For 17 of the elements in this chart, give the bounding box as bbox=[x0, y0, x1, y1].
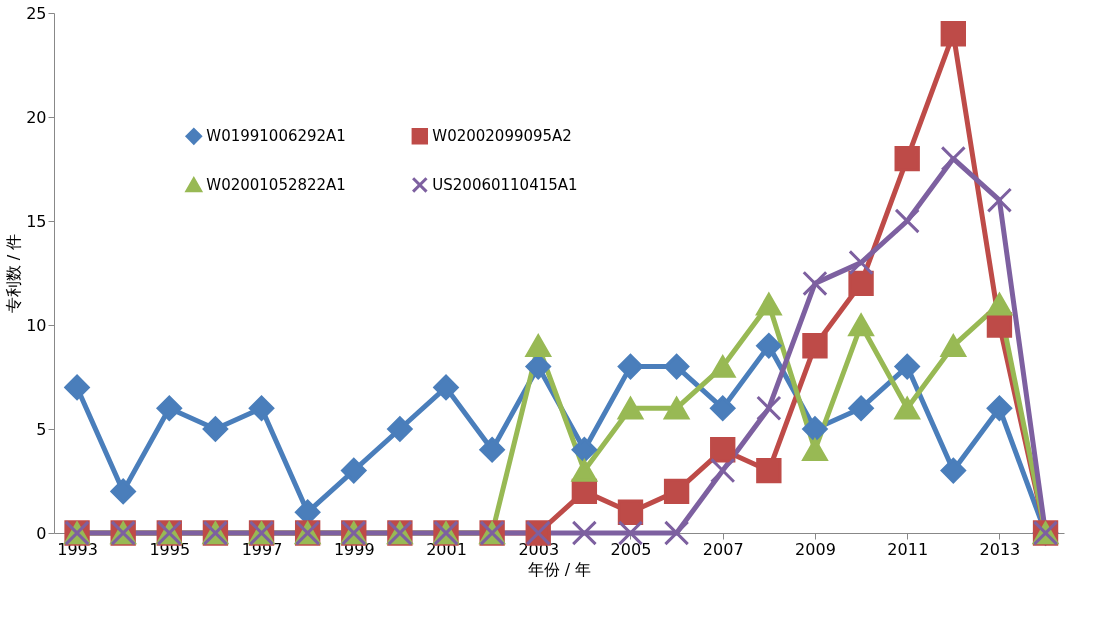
legend-label: W01991006292A1 bbox=[206, 127, 346, 146]
y-tick-label: 15 bbox=[26, 211, 47, 231]
x-tick-label: 2005 bbox=[610, 539, 652, 559]
y-tick-label: 20 bbox=[26, 107, 47, 127]
x-tick-label: 2011 bbox=[887, 539, 929, 559]
y-tick-label: 0 bbox=[36, 523, 47, 543]
y-tick-label: 25 bbox=[26, 3, 47, 23]
x-tick-label: 2007 bbox=[702, 539, 744, 559]
legend-label: W02001052822A1 bbox=[206, 175, 346, 194]
legend-label: US20060110415A1 bbox=[432, 175, 578, 194]
y-axis-title: 专利数 / 件 bbox=[4, 233, 24, 314]
x-axis-title: 年份 / 年 bbox=[527, 559, 592, 579]
legend-label: W02002099095A2 bbox=[432, 127, 572, 146]
y-tick-label: 10 bbox=[26, 315, 47, 335]
y-tick-label: 5 bbox=[36, 419, 47, 439]
x-tick-label: 2013 bbox=[979, 539, 1021, 559]
x-tick-label: 2009 bbox=[795, 539, 836, 559]
